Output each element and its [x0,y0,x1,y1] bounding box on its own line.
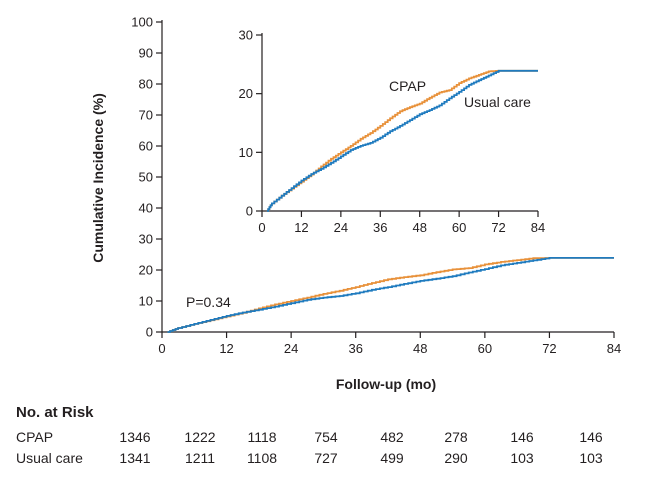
inset-x-tick-label: 84 [531,220,545,235]
main-series-usual-care [167,257,614,333]
risk-cell: 1108 [246,450,278,466]
p-value-annotation: P=0.34 [186,294,231,310]
main-y-tick-label: 10 [139,294,153,309]
inset-label-usual-care: Usual care [464,94,531,110]
risk-cell: 290 [444,450,468,466]
main-series-cpap [167,257,614,333]
risk-cell: 146 [579,429,603,445]
main-series [167,257,614,333]
risk-cell: 103 [579,450,603,466]
main-y-tick-label: 80 [139,77,153,92]
risk-row-label: Usual care [16,450,83,466]
risk-cell: 499 [380,450,404,466]
main-y-tick-label: 70 [139,108,153,123]
inset-label-cpap: CPAP [389,78,426,94]
risk-cell: 1222 [184,429,216,445]
risk-cell: 1341 [119,450,151,466]
inset-axes: 0 10 20 30 0 12 24 36 48 60 72 84 [239,28,546,236]
inset-x-tick-label: 12 [294,220,308,235]
inset-x-tick-label: 0 [258,220,265,235]
risk-cell: 278 [444,429,468,445]
inset-y-tick-label: 30 [239,28,253,43]
main-x-tick-label: 48 [413,341,427,356]
risk-row-label: CPAP [16,429,54,445]
inset-series [266,69,538,212]
risk-cell: 754 [314,429,338,445]
risk-cell: 482 [380,429,404,445]
main-y-tick-label: 90 [139,46,153,61]
main-x-tick-label: 12 [219,341,233,356]
y-axis-title: Cumulative Incidence (%) [90,93,106,263]
main-x-tick-label: 60 [478,341,492,356]
main-x-tick-label: 72 [542,341,556,356]
risk-cell: 1211 [184,450,216,466]
inset-y-tick-label: 20 [239,86,253,101]
risk-cell: 1346 [119,429,151,445]
risk-cell: 103 [510,450,534,466]
main-y-tick-label: 20 [139,263,153,278]
inset-series-usual-care [266,69,538,212]
inset-x-tick-label: 36 [373,220,387,235]
inset-y-tick-label: 10 [239,145,253,160]
main-y-tick-label: 100 [131,15,153,30]
inset-x-tick-label: 48 [412,220,426,235]
inset-x-tick-label: 72 [491,220,505,235]
main-x-tick-label: 84 [607,341,621,356]
risk-cell: 727 [314,450,338,466]
risk-table-title: No. at Risk [16,404,94,421]
main-x-tick-label: 0 [158,341,165,356]
inset-x-tick-label: 24 [334,220,348,235]
main-y-tick-label: 30 [139,232,153,247]
risk-cell: 1118 [247,429,277,445]
risk-cell: 146 [510,429,534,445]
main-x-tick-label: 36 [348,341,362,356]
inset-y-tick-label: 0 [246,204,253,219]
main-y-tick-label: 50 [139,170,153,185]
main-y-tick-label: 40 [139,201,153,216]
main-y-tick-label: 60 [139,139,153,154]
inset-series-cpap [266,69,538,212]
main-x-tick-label: 24 [284,341,298,356]
main-y-tick-label: 0 [146,325,153,340]
inset-x-tick-label: 60 [452,220,466,235]
x-axis-title: Follow-up (mo) [336,376,436,392]
